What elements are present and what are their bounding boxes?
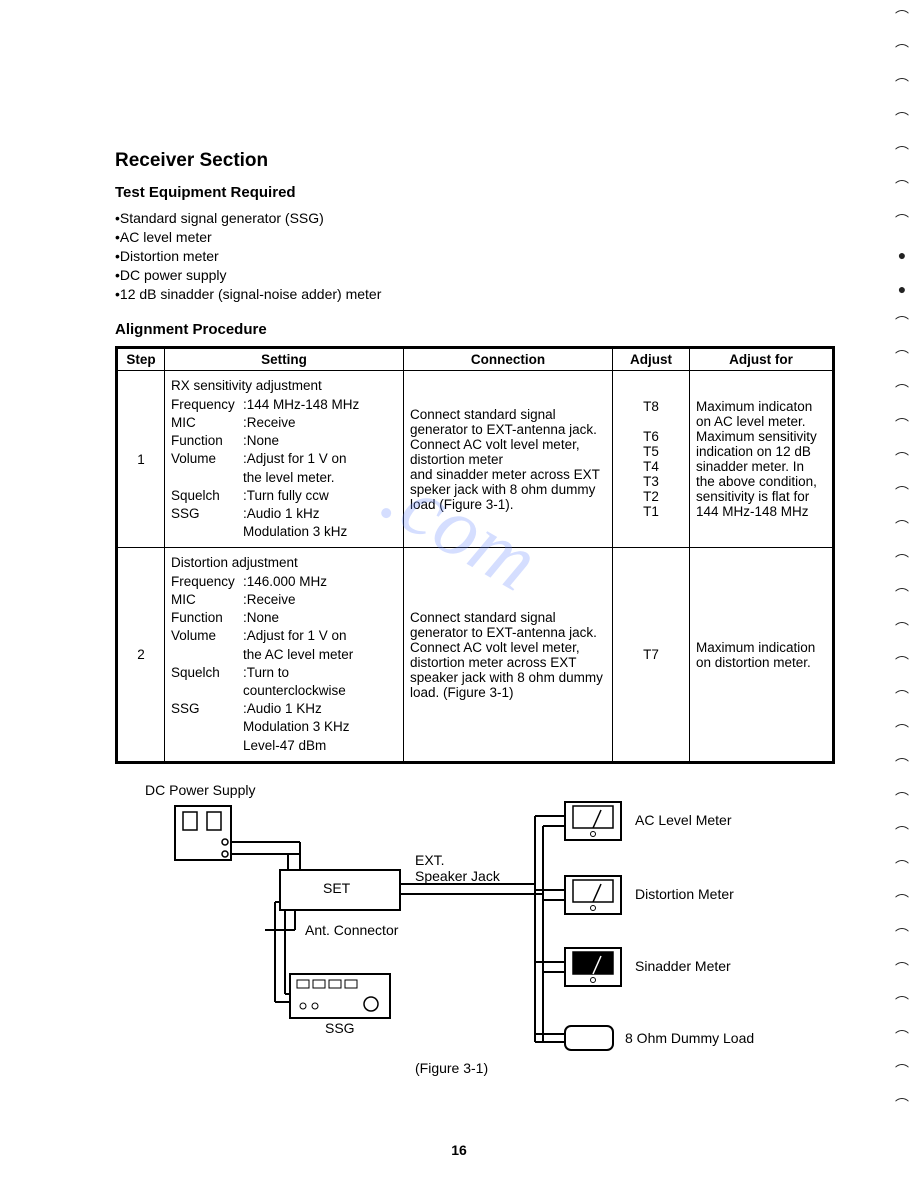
page-content: Receiver Section Test Equipment Required… xyxy=(115,150,835,1082)
equipment-item: •DC power supply xyxy=(115,266,835,285)
cell-setting: RX sensitivity adjustmentFrequency:144 M… xyxy=(165,371,404,548)
cell-adjust: T7 xyxy=(613,548,690,761)
figure-diagram: DC Power Supply xyxy=(115,782,835,1082)
cell-step: 2 xyxy=(118,548,165,761)
ant-connector-label: Ant. Connector xyxy=(305,922,398,938)
equipment-heading: Test Equipment Required xyxy=(115,184,835,201)
page-number: 16 xyxy=(0,1142,918,1158)
cell-adjustfor: Maximum indication on distortion meter. xyxy=(690,548,833,761)
dc-power-label: DC Power Supply xyxy=(145,782,256,798)
distortion-label: Distortion Meter xyxy=(635,886,734,902)
col-adjustfor: Adjust for xyxy=(690,349,833,371)
procedure-heading: Alignment Procedure xyxy=(115,321,835,338)
equipment-list: •Standard signal generator (SSG) •AC lev… xyxy=(115,209,835,303)
table-row: 2Distortion adjustmentFrequency:146.000 … xyxy=(118,548,833,761)
col-connection: Connection xyxy=(404,349,613,371)
cell-adjust: T8 T6 T5 T4 T3 T2 T1 xyxy=(613,371,690,548)
cell-adjustfor: Maximum indicaton on AC level meter. Max… xyxy=(690,371,833,548)
col-step: Step xyxy=(118,349,165,371)
ssg-label: SSG xyxy=(325,1020,355,1036)
dummy-load-label: 8 Ohm Dummy Load xyxy=(625,1030,754,1046)
col-adjust: Adjust xyxy=(613,349,690,371)
cell-connection: Connect standard signal generator to EXT… xyxy=(404,548,613,761)
sinadder-label: Sinadder Meter xyxy=(635,958,731,974)
cell-step: 1 xyxy=(118,371,165,548)
equipment-item: •Standard signal generator (SSG) xyxy=(115,209,835,228)
figure-caption: (Figure 3-1) xyxy=(415,1060,488,1076)
equipment-item: •AC level meter xyxy=(115,228,835,247)
col-setting: Setting xyxy=(165,349,404,371)
cell-connection: Connect standard signal generator to EXT… xyxy=(404,371,613,548)
equipment-item: •12 dB sinadder (signal-noise adder) met… xyxy=(115,285,835,304)
binding-holes-icon: ⌒⌒⌒⌒⌒⌒⌒●●⌒⌒⌒⌒⌒⌒⌒⌒⌒⌒⌒⌒⌒⌒⌒⌒⌒⌒⌒⌒⌒⌒⌒⌒ xyxy=(890,0,914,1188)
table-row: 1RX sensitivity adjustmentFrequency:144 … xyxy=(118,371,833,548)
cell-setting: Distortion adjustmentFrequency:146.000 M… xyxy=(165,548,404,761)
section-heading: Receiver Section xyxy=(115,150,835,172)
ac-meter-label: AC Level Meter xyxy=(635,812,731,828)
ext-jack-label: EXT. Speaker Jack xyxy=(415,852,500,884)
set-label: SET xyxy=(323,880,350,896)
equipment-item: •Distortion meter xyxy=(115,247,835,266)
procedure-table: Step Setting Connection Adjust Adjust fo… xyxy=(115,346,835,763)
